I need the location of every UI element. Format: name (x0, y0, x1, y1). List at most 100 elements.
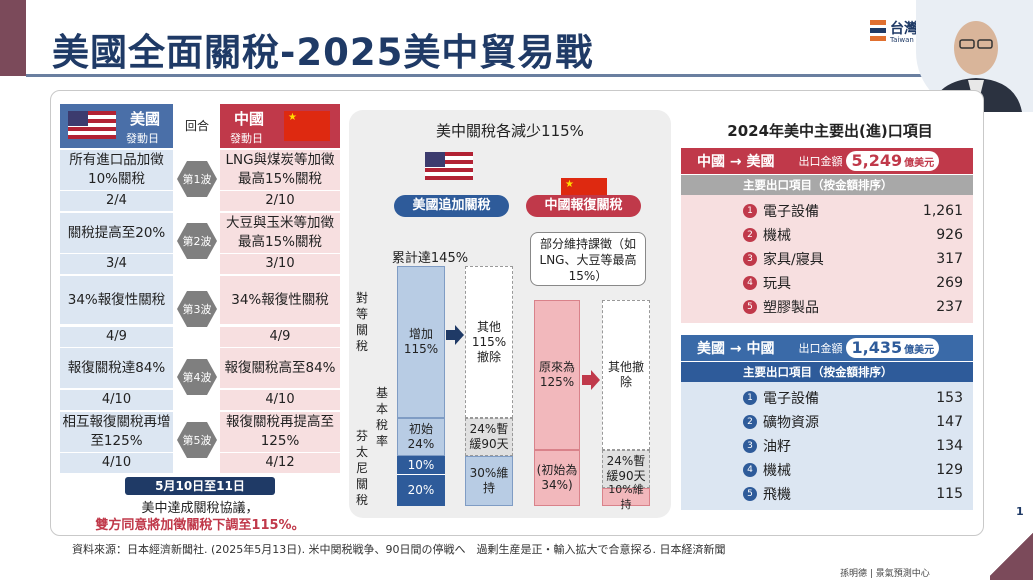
item-name: 機械 (763, 463, 791, 479)
us-to-cn-list: 1 電子設備 153 2 礦物資源 147 3 油籽 134 4 機械 129 5 飛機 115 (681, 382, 973, 510)
footer-credit: 孫明德 | 景氣預測中心 (840, 569, 930, 579)
item-name: 塑膠製品 (763, 300, 819, 316)
item-value: 115 (936, 486, 963, 502)
cn-flag-icon: ★ (284, 111, 330, 141)
logo-sub: Taiwan (890, 36, 914, 44)
us-wave-4: 報復關稅達84% (60, 348, 173, 388)
rank-badge: 4 (743, 463, 757, 477)
vlabel-fentanyl: 芬太尼關稅 (355, 429, 368, 507)
list-item: 2 機械 926 (681, 223, 973, 247)
item-value: 269 (936, 275, 963, 291)
cn-to-us-label: 中國 → 美國 (697, 154, 775, 170)
page-number: 1 (1016, 505, 1024, 518)
rank-badge: 4 (743, 276, 757, 290)
cn-tariff-button: 中國報復關稅 (526, 195, 641, 217)
cn-to-us-amount: 5,249 億美元 (846, 151, 940, 171)
list-item: 5 飛機 115 (681, 482, 973, 506)
us-header: 美國 發動日 (60, 104, 173, 148)
cn-init-bar: (初始為34%) (534, 450, 580, 506)
list-item: 2 礦物資源 147 (681, 410, 973, 434)
rank-badge: 3 (743, 439, 757, 453)
us-pause-bar: 24%暫緩90天 (465, 418, 513, 456)
amount-label: 出口金額 (798, 342, 843, 355)
list-item: 1 電子設備 153 (681, 386, 973, 410)
cn-to-us-header: 中國 → 美國 出口金額 5,249 億美元 (681, 148, 973, 174)
cn-to-us-amount-value: 5,249 (851, 151, 903, 170)
cn-header: 中國 發動日 ★ (220, 104, 340, 148)
us-to-cn-amount-value: 1,435 (851, 338, 903, 357)
agreement-note-highlight: 雙方同意將加徵關稅下調至115%。 (95, 518, 305, 533)
us-total-label: 累計達145% (391, 251, 469, 266)
us-wave-1: 所有進口品加徵10%關稅 (60, 150, 173, 190)
item-value: 129 (936, 462, 963, 478)
rank-badge: 3 (743, 252, 757, 266)
us-init-bar: 初始24% (397, 418, 445, 456)
us-label: 美國 (130, 110, 161, 128)
cn-label: 中國 (234, 110, 265, 128)
cn-other-bar: 其他撤除 (602, 300, 650, 450)
cn-pause-bar: 24%暫緩90天 (602, 450, 650, 488)
cn-wave-3: 34%報復性關稅 (220, 276, 340, 324)
wave-4-badge: 第4波 (177, 359, 217, 395)
rank-badge: 5 (743, 487, 757, 501)
vlabel-reciprocal: 對等關稅 (355, 291, 368, 353)
title-rule (26, 74, 1033, 77)
item-value: 147 (936, 414, 963, 430)
item-value: 134 (936, 438, 963, 454)
us-date-4: 4/10 (60, 390, 173, 410)
us-to-cn-header: 美國 → 中國 出口金額 1,435 億美元 (681, 335, 973, 361)
item-name: 油籽 (763, 439, 791, 455)
cn-date-3: 4/9 (220, 327, 340, 347)
cn-orig-bar: 原來為125% (534, 300, 580, 450)
us-sub: 發動日 (126, 132, 159, 145)
logo: 台灣 Taiwan (870, 18, 940, 48)
source-citation: 資料來源：日本經濟新聞社. (2025年5月13日). 米中関税戦争、90日間の… (72, 543, 726, 556)
unit-label: 億美元 (904, 158, 935, 169)
cn-sub: 發動日 (230, 132, 263, 145)
wave-5-badge: 第5波 (177, 422, 217, 458)
us-to-cn-sub: 主要出口項目（按金額排序） (681, 362, 973, 382)
us-date-1: 2/4 (60, 191, 173, 211)
us-other-bar: 其他115%撤除 (465, 266, 513, 418)
logo-text: 台灣 (890, 21, 918, 37)
item-name: 電子設備 (763, 204, 819, 220)
list-item: 1 電子設備 1,261 (681, 199, 973, 223)
item-value: 926 (936, 227, 963, 243)
item-name: 玩具 (763, 276, 791, 292)
wave-3-badge: 第3波 (177, 291, 217, 327)
item-value: 153 (936, 390, 963, 406)
arrow-right-icon (446, 325, 464, 345)
cn-to-us-list: 1 電子設備 1,261 2 機械 926 3 家具/寢具 317 4 玩具 269 5 塑膠製品… (681, 195, 973, 323)
wave-1-badge: 第1波 (177, 161, 217, 197)
us-20-bar: 20% (397, 474, 445, 506)
right-title: 2024年美中主要出(進)口項目 (727, 122, 933, 140)
page-corner (990, 528, 1033, 580)
page-title: 美國全面關稅-2025美中貿易戰 (52, 31, 594, 74)
cn-keep-bar: 10%維持 (602, 483, 650, 511)
rank-badge: 2 (743, 415, 757, 429)
list-item: 4 機械 129 (681, 458, 973, 482)
rank-badge: 2 (743, 228, 757, 242)
us-wave-5: 相互報復關稅再增至125% (60, 412, 173, 452)
cn-date-4: 4/10 (220, 390, 340, 410)
cn-wave-2: 大豆與玉米等加徵最高15%關稅 (220, 213, 340, 253)
agreement-date: 5月10日至11日 (125, 477, 275, 495)
item-name: 家具/寢具 (763, 252, 824, 268)
rank-badge: 1 (743, 204, 757, 218)
cn-date-5: 4/12 (220, 453, 340, 473)
us-keep-bar: 30%維持 (465, 456, 513, 506)
us-wave-3: 34%報復性關稅 (60, 276, 173, 324)
list-item: 3 油籽 134 (681, 434, 973, 458)
us-to-cn-amount: 1,435 億美元 (846, 338, 940, 358)
us-date-3: 4/9 (60, 327, 173, 347)
cn-date-2: 3/10 (220, 254, 340, 274)
agreement-note: 美中達成關稅協議， (141, 501, 259, 516)
callout-note: 部分維持課徵（如LNG、大豆等最高15%） (530, 232, 646, 286)
cn-wave-4: 報復關稅高至84% (220, 348, 340, 388)
us-to-cn-label: 美國 → 中國 (697, 341, 775, 357)
cn-wave-1: LNG與煤炭等加徵最高15%關稅 (220, 150, 340, 190)
list-item: 5 塑膠製品 237 (681, 295, 973, 319)
us-wave-2: 關稅提高至20% (60, 213, 173, 253)
us-add-bar: 增加115% (397, 266, 445, 418)
round-label: 回合 (184, 119, 209, 133)
